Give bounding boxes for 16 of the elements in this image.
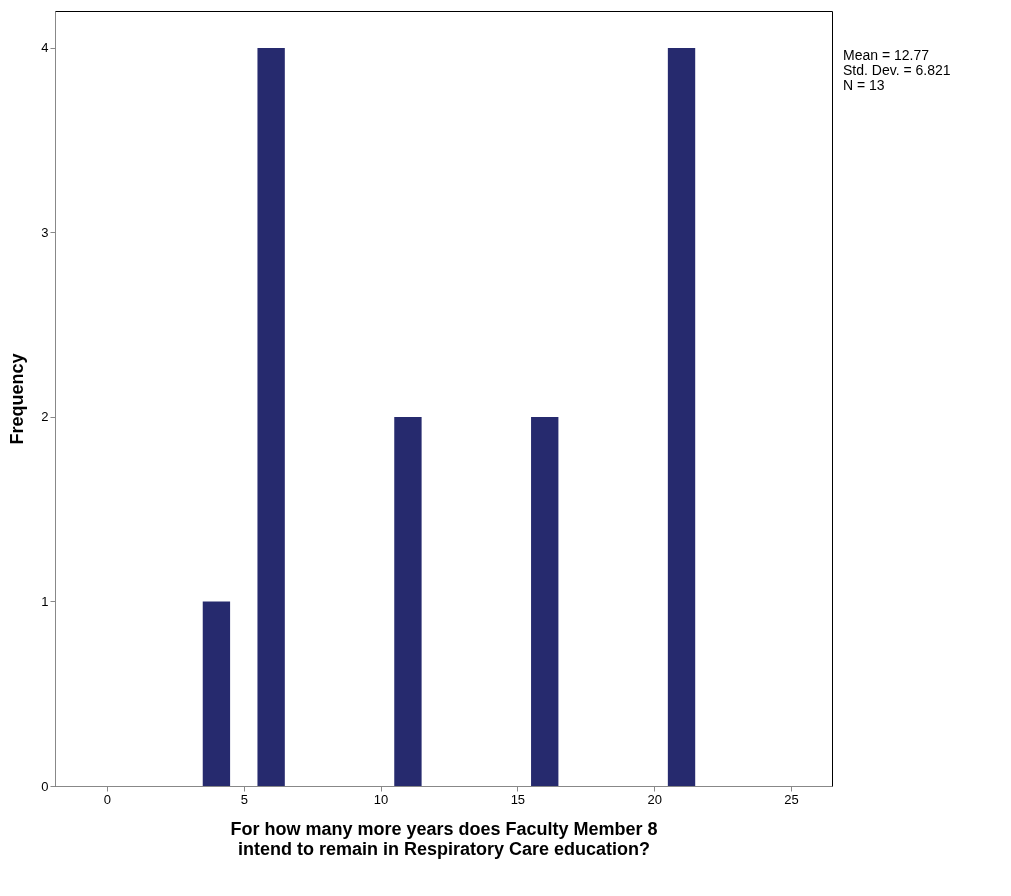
- x-axis-title: For how many more years does Faculty Member 8 intend to remain in Respiratory Care education?: [230, 818, 658, 859]
- x-tick-label: 15: [510, 791, 526, 807]
- x-tick-label: 20: [647, 791, 662, 807]
- x-tick-label: 10: [373, 791, 389, 807]
- y-tick-label: 3: [41, 224, 49, 240]
- y-axis-title: Frequency: [7, 353, 28, 445]
- x-tick-label: 0: [103, 791, 112, 807]
- x-tick-label: 5: [240, 791, 248, 807]
- y-tick-label: 1: [41, 593, 49, 609]
- text: Mean = 12.77: [843, 47, 930, 63]
- y-tick-label: 4: [41, 40, 49, 56]
- text: N = 13: [843, 77, 885, 93]
- text: Std. Dev. = 6.821: [843, 62, 951, 78]
- x-tick-label: 25: [784, 791, 799, 807]
- y-tick-label: 2: [41, 409, 49, 425]
- y-tick-label: 0: [41, 778, 49, 794]
